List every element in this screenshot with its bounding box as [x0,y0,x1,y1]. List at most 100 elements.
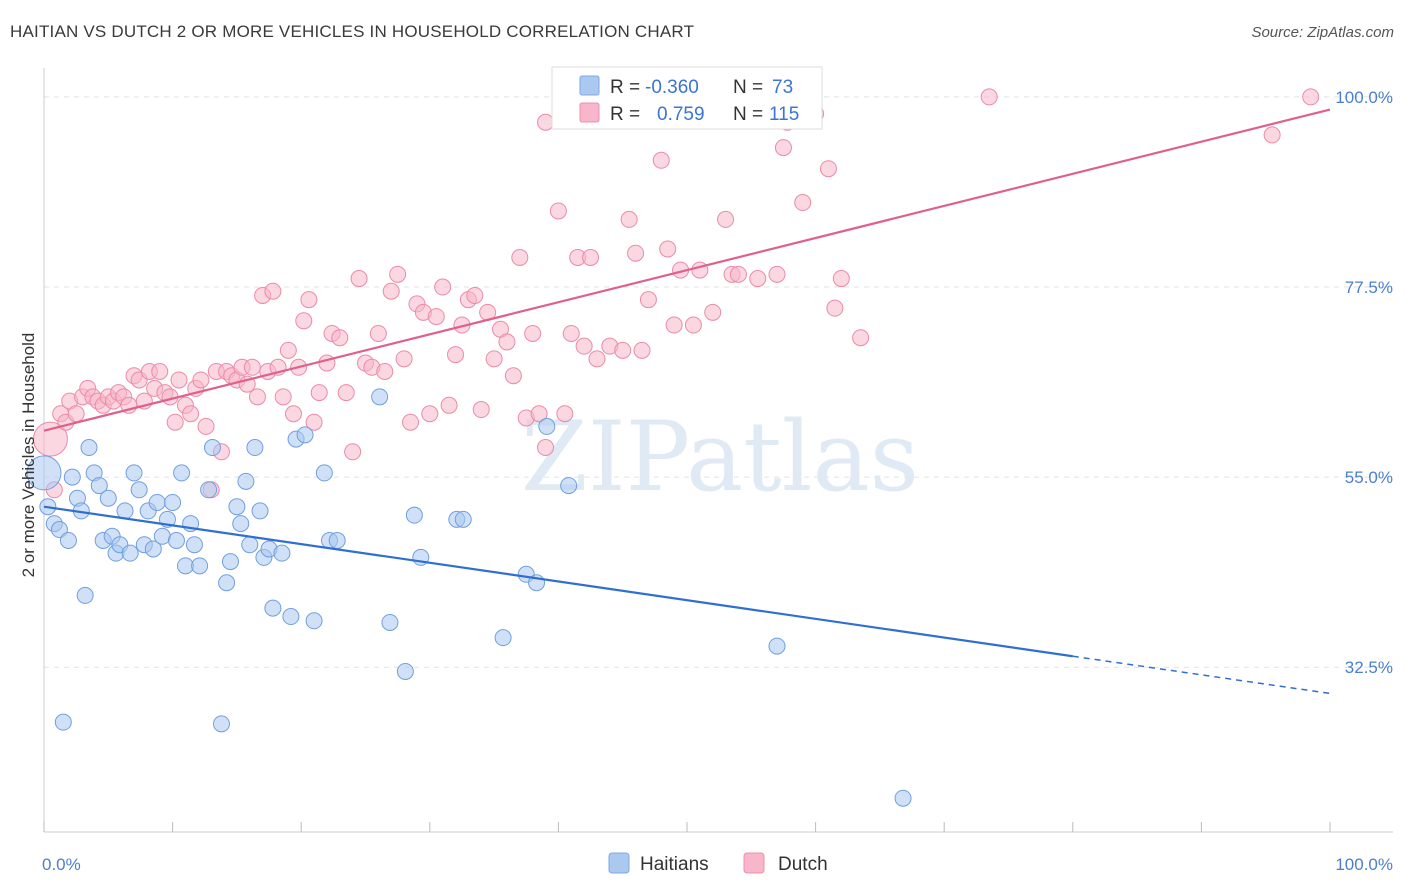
dutch-point [832,270,850,288]
haitians-point [768,637,786,655]
haitians-point [54,713,72,731]
haitians-point [538,417,556,435]
haitians-point [50,521,68,539]
haitians-point [164,493,182,511]
y-tick-label: 32.5% [1345,658,1393,677]
dutch-point [1263,126,1281,144]
haitians-point [218,574,236,592]
haitians-r-label: R = [610,77,640,98]
haitians-point [396,662,414,680]
dutch-point [1302,88,1320,106]
haitians-point [221,553,239,571]
haitians-n-label: N = [733,77,763,98]
haitians-swatch [579,75,600,96]
haitians-point [167,531,185,549]
dutch-point [819,160,837,178]
haitians-point [315,464,333,482]
dutch-point [440,396,458,414]
dutch-point [337,384,355,402]
haitians-point [246,439,264,457]
dutch-point [511,248,529,266]
dutch-point [627,244,645,262]
dutch-n-label: N = [733,104,763,125]
legend-haitians-swatch [608,852,630,874]
haitians-trendline-extension [1072,655,1331,695]
dutch-point [427,308,445,326]
x-tick-label: 100.0% [1335,855,1393,874]
y-axis-title: 2 or more Vehicles in Household [19,333,38,578]
dutch-point [67,405,85,423]
dutch-point [504,367,522,385]
haitians-point [264,599,282,617]
dutch-point [556,405,574,423]
dutch-point [485,350,503,368]
dutch-point [447,346,465,364]
dutch-point [32,421,68,457]
haitians-point [296,426,314,444]
haitians-point [251,502,269,520]
dutch-point [582,248,600,266]
dutch-point [472,401,490,419]
haitians-point [212,715,230,733]
dutch-point [575,337,593,355]
dutch-point [980,88,998,106]
dutch-point [264,282,282,300]
haitians-point [560,477,578,495]
dutch-point [182,405,200,423]
dutch-point [774,139,792,157]
dutch-r-value: 0.759 [657,104,705,125]
dutch-point [620,210,638,228]
haitians-point [63,468,81,486]
dutch-point [279,341,297,359]
y-tick-labels: 100.0% 77.5% 55.0% 32.5% [1335,88,1393,677]
dutch-point [537,113,555,131]
haitians-point [153,527,171,545]
series-dutch [32,88,1320,499]
dutch-point [350,270,368,288]
dutch-point [704,303,722,321]
dutch-point [562,324,580,342]
haitians-point [232,515,250,533]
dutch-r-label: R = [610,104,640,125]
dutch-point [717,210,735,228]
y-tick-label: 55.0% [1345,468,1393,487]
dutch-point [389,265,407,283]
watermark: ZIPatlas [521,401,919,513]
haitians-point [99,489,117,507]
series-legend: Haitians Dutch [608,852,828,875]
legend-dutch-label: Dutch [778,854,828,875]
dutch-point [421,405,439,423]
dutch-point [369,324,387,342]
series-haitians [26,388,912,807]
dutch-point [729,265,747,283]
dutch-point [151,363,169,381]
haitians-point [494,629,512,647]
dutch-point [274,388,292,406]
haitians-point [381,613,399,631]
haitians-point [894,789,912,807]
x-tick-labels: 0.0% 100.0% [42,855,1393,874]
dutch-point [344,443,362,461]
y-tick-label: 77.5% [1345,278,1393,297]
dutch-point [588,350,606,368]
dutch-point [382,282,400,300]
haitians-point [90,477,108,495]
dutch-point [170,371,188,389]
haitians-point [144,540,162,558]
haitians-point [200,481,218,499]
dutch-point [684,316,702,334]
dutch-point [530,405,548,423]
haitians-point [282,608,300,626]
dutch-point [794,194,812,212]
haitians-point [185,536,203,554]
haitians-point [80,439,98,457]
chart-title: HAITIAN VS DUTCH 2 OR MORE VEHICLES IN H… [10,22,695,41]
dutch-point [310,384,328,402]
haitians-point [121,544,139,562]
haitians-point [116,502,134,520]
haitians-point [59,531,77,549]
haitians-point [241,536,259,554]
haitians-r-value: -0.360 [645,77,699,98]
dutch-point [639,291,657,309]
